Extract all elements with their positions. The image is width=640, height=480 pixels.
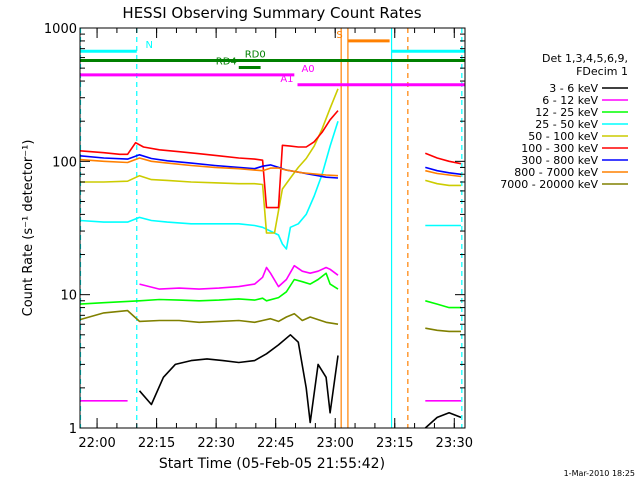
state-label-s: S (336, 30, 342, 41)
series-line-8-1 (425, 327, 461, 333)
x-tick-label-0: 22:00 (78, 436, 115, 451)
state-label-rd0: RD0 (245, 50, 266, 61)
series-line-2-0 (79, 272, 339, 305)
legend-label-4: 50 - 100 keV (528, 130, 598, 143)
y-axis-label: Count Rate (s⁻¹ detector⁻¹) (21, 140, 36, 317)
state-label-rd4: RD4 (216, 57, 237, 68)
series-line-8-0 (79, 309, 339, 325)
series-line-0-0 (138, 333, 339, 424)
series-line-7-1 (425, 169, 462, 178)
legend-label-2: 12 - 25 keV (535, 106, 598, 119)
y-tick-label-1: 10 (60, 289, 77, 304)
state-bars: N RD0 RD4 A0 A1 S (80, 30, 465, 87)
series-line-4-0 (80, 88, 339, 234)
x-tick-label-4: 23:00 (316, 436, 353, 451)
series-layer (79, 88, 462, 429)
plot-frame (79, 27, 466, 429)
x-tick-label-2: 22:30 (197, 436, 234, 451)
legend-label-8: 7000 - 20000 keV (500, 178, 598, 191)
y-tick-label-0: 1 (69, 422, 77, 437)
legend-label-5: 100 - 300 keV (521, 142, 598, 155)
legend-label-6: 300 - 800 keV (521, 154, 598, 167)
plot-lines (79, 28, 463, 428)
series-line-2-1 (425, 300, 461, 309)
legend-header-1: FDecim 1 (576, 65, 628, 78)
series-line-5-1 (425, 152, 462, 165)
axes-layer: 1 10 100 1000 22:00 22:15 22:30 22:45 23:00 23:15… (44, 22, 473, 451)
state-label-a0: A0 (301, 64, 314, 75)
state-label-a1: A1 (280, 74, 293, 85)
y-tick-label-3: 1000 (44, 22, 77, 37)
legend-label-1: 6 - 12 keV (542, 94, 598, 107)
series-line-5-0 (79, 110, 339, 209)
series-line-6-1 (425, 166, 462, 176)
x-tick-label-1: 22:15 (138, 436, 175, 451)
x-axis-label: Start Time (05-Feb-05 21:55:42) (159, 456, 385, 472)
legend-label-0: 3 - 6 keV (549, 82, 598, 95)
state-label-n: N (145, 40, 152, 51)
legend-label-7: 800 - 7000 keV (514, 166, 598, 179)
series-line-1-1 (139, 264, 339, 290)
legend-header-0: Det 1,3,4,5,6,9, (542, 52, 628, 65)
series-line-0-1 (424, 411, 462, 429)
legend-label-3: 25 - 50 keV (535, 118, 598, 131)
y-tick-label-2: 100 (52, 155, 77, 170)
x-tick-label-6: 23:30 (436, 436, 473, 451)
footer-date: 1-Mar-2010 18:25 (564, 469, 635, 478)
series-line-7-0 (79, 157, 339, 177)
x-tick-label-3: 22:45 (257, 436, 294, 451)
chart-title: HESSI Observing Summary Count Rates (122, 4, 421, 22)
series-line-4-1 (425, 179, 461, 187)
x-tick-label-5: 23:15 (376, 436, 413, 451)
